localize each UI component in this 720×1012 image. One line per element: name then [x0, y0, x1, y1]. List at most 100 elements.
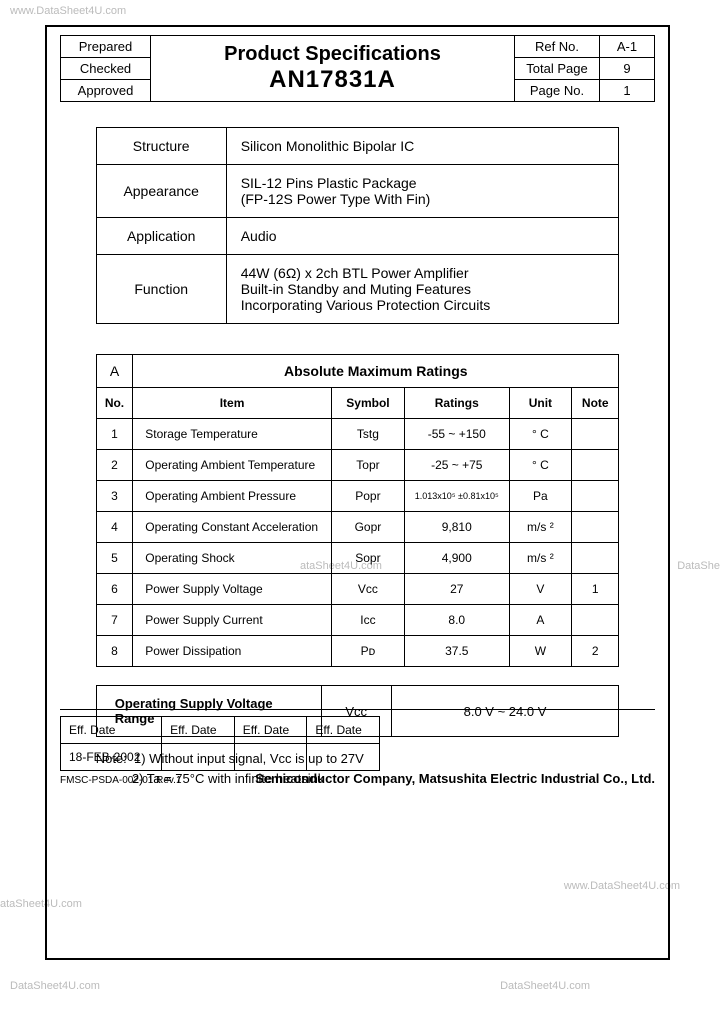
cell-ratings: 37.5 [405, 636, 510, 667]
cell-note [572, 450, 619, 481]
footer-divider [60, 709, 655, 710]
cell-unit: ° C [509, 419, 572, 450]
cell-item: Operating Ambient Temperature [133, 450, 332, 481]
cell-no: 6 [96, 574, 133, 605]
cell-no: 7 [96, 605, 133, 636]
cell-ratings: 1.013x10⁵ ±0.81x10⁵ [405, 481, 510, 512]
cell-unit: W [509, 636, 572, 667]
cell-note [572, 481, 619, 512]
cell-no: 3 [96, 481, 133, 512]
table-row: 2Operating Ambient TemperatureTopr-25 ~ … [96, 450, 619, 481]
table-row: 7Power Supply CurrentIcc8.0A [96, 605, 619, 636]
cell-unit: m/s ² [509, 543, 572, 574]
cell-symbol: Popr [331, 481, 404, 512]
appearance-label: Appearance [96, 165, 226, 218]
ratings-table: A Absolute Maximum Ratings No. Item Symb… [96, 354, 620, 667]
title-cell: Product Specifications AN17831A [151, 36, 515, 102]
watermark: DataShe [677, 560, 720, 572]
eff-date-4: Eff. Date [307, 717, 380, 744]
header-table: Prepared Product Specifications AN17831A… [60, 35, 655, 102]
eff-date-2: Eff. Date [162, 717, 235, 744]
cell-no: 2 [96, 450, 133, 481]
col-ratings: Ratings [405, 388, 510, 419]
cell-note: 2 [572, 636, 619, 667]
table-row: 1Storage TemperatureTstg-55 ~ +150° C [96, 419, 619, 450]
eff-date-table: Eff. Date Eff. Date Eff. Date Eff. Date … [60, 716, 380, 771]
cell-ratings: 9,810 [405, 512, 510, 543]
spec-table: Structure Silicon Monolithic Bipolar IC … [96, 127, 620, 324]
cell-unit: m/s ² [509, 512, 572, 543]
cell-note [572, 605, 619, 636]
col-note: Note [572, 388, 619, 419]
cell-unit: ° C [509, 450, 572, 481]
col-unit: Unit [509, 388, 572, 419]
eff-date-3: Eff. Date [234, 717, 307, 744]
cell-item: Power Supply Current [133, 605, 332, 636]
watermark: DataSheet4U.com [500, 980, 590, 992]
structure-value: Silicon Monolithic Bipolar IC [226, 128, 619, 165]
table-row: 6Power Supply VoltageVcc27V1 [96, 574, 619, 605]
cell-symbol: Gopr [331, 512, 404, 543]
col-no: No. [96, 388, 133, 419]
cell-no: 4 [96, 512, 133, 543]
cell-item: Power Supply Voltage [133, 574, 332, 605]
cell-unit: Pa [509, 481, 572, 512]
cell-no: 5 [96, 543, 133, 574]
cell-item: Storage Temperature [133, 419, 332, 450]
table-row: 4Operating Constant AccelerationGopr9,81… [96, 512, 619, 543]
cell-ratings: 8.0 [405, 605, 510, 636]
cell-item: Operating Ambient Pressure [133, 481, 332, 512]
cell-ratings: -55 ~ +150 [405, 419, 510, 450]
cell-ratings: -25 ~ +75 [405, 450, 510, 481]
eff-date-1: Eff. Date [61, 717, 162, 744]
cell-symbol: Tstg [331, 419, 404, 450]
cell-note: 1 [572, 574, 619, 605]
application-label: Application [96, 218, 226, 255]
cell-symbol: Pᴅ [331, 636, 404, 667]
approved-cell: Approved [61, 80, 151, 102]
col-item: Item [133, 388, 332, 419]
cell-item: Operating Constant Acceleration [133, 512, 332, 543]
cell-symbol: Icc [331, 605, 404, 636]
cell-item: Power Dissipation [133, 636, 332, 667]
checked-cell: Checked [61, 58, 151, 80]
cell-symbol: Topr [331, 450, 404, 481]
function-value: 44W (6Ω) x 2ch BTL Power Amplifier Built… [226, 255, 619, 324]
cell-symbol: Sopr [331, 543, 404, 574]
cell-item: Operating Shock [133, 543, 332, 574]
application-value: Audio [226, 218, 619, 255]
page-no-label: Page No. [515, 80, 600, 102]
table-row: 5Operating ShockSopr4,900m/s ² [96, 543, 619, 574]
prepared-cell: Prepared [61, 36, 151, 58]
structure-label: Structure [96, 128, 226, 165]
cell-note [572, 419, 619, 450]
page-no-value: 1 [600, 80, 655, 102]
cell-note [572, 543, 619, 574]
footer-area: Eff. Date Eff. Date Eff. Date Eff. Date … [60, 709, 655, 786]
product-spec-title: Product Specifications [157, 43, 508, 66]
ratings-title: Absolute Maximum Ratings [133, 355, 619, 388]
watermark: www.DataSheet4U.com [10, 5, 126, 17]
table-row: 3Operating Ambient PressurePopr1.013x10⁵… [96, 481, 619, 512]
cell-unit: A [509, 605, 572, 636]
total-page-label: Total Page [515, 58, 600, 80]
section-letter: A [96, 355, 133, 388]
appearance-value: SIL-12 Pins Plastic Package (FP-12S Powe… [226, 165, 619, 218]
cell-no: 8 [96, 636, 133, 667]
content-area: Prepared Product Specifications AN17831A… [45, 25, 670, 798]
eff-date-value: 18-FEB-2002 [61, 744, 162, 771]
company-name: Semiconductor Company, Matsushita Electr… [255, 771, 655, 786]
ref-no-value: A-1 [600, 36, 655, 58]
cell-ratings: 27 [405, 574, 510, 605]
watermark: DataSheet4U.com [10, 980, 100, 992]
table-row: 8Power DissipationPᴅ37.5W2 [96, 636, 619, 667]
cell-symbol: Vcc [331, 574, 404, 605]
part-number: AN17831A [157, 66, 508, 94]
total-page-value: 9 [600, 58, 655, 80]
col-symbol: Symbol [331, 388, 404, 419]
cell-unit: V [509, 574, 572, 605]
cell-note [572, 512, 619, 543]
ref-no-label: Ref No. [515, 36, 600, 58]
cell-no: 1 [96, 419, 133, 450]
function-label: Function [96, 255, 226, 324]
